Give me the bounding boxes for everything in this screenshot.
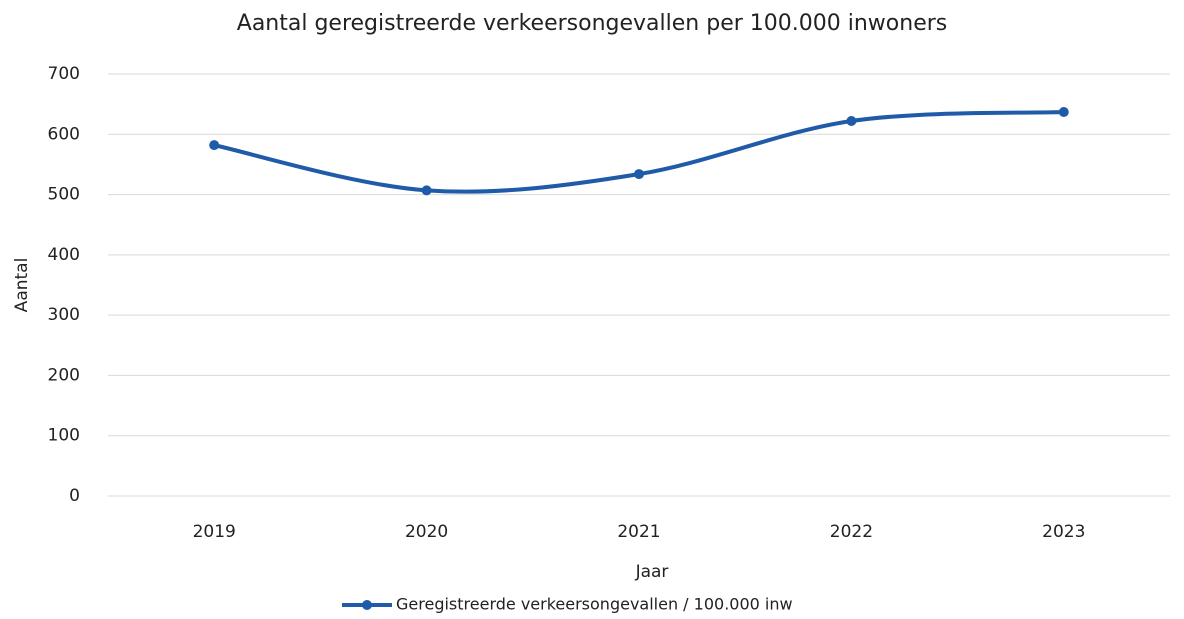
- x-tick-label: 2023: [1042, 522, 1085, 542]
- x-tick-label: 2021: [617, 522, 660, 542]
- y-tick-label: 100: [48, 426, 80, 446]
- x-tick-label: 2019: [193, 522, 236, 542]
- chart-title: Aantal geregistreerde verkeersongevallen…: [237, 11, 947, 36]
- y-tick-label: 600: [48, 124, 80, 144]
- legend-marker: [362, 600, 372, 610]
- x-axis-label: Jaar: [635, 562, 669, 582]
- y-tick-label: 400: [48, 245, 80, 265]
- y-tick-label: 0: [69, 486, 80, 506]
- x-tick-label: 2022: [830, 522, 873, 542]
- line: [212, 109, 1066, 194]
- marker: [1058, 106, 1069, 117]
- x-tick-label: 2020: [405, 522, 448, 542]
- y-tick-label: 700: [48, 64, 80, 84]
- y-tick-label: 500: [48, 185, 80, 205]
- y-tick-label: 300: [48, 305, 80, 325]
- marker: [634, 169, 644, 180]
- y-tick-label: 200: [48, 365, 80, 385]
- y-axis-label: Aantal: [12, 258, 32, 313]
- marker: [209, 140, 220, 151]
- marker: [421, 185, 432, 196]
- marker: [846, 116, 857, 127]
- legend-label: Geregistreerde verkeersongevallen / 100.…: [396, 595, 793, 614]
